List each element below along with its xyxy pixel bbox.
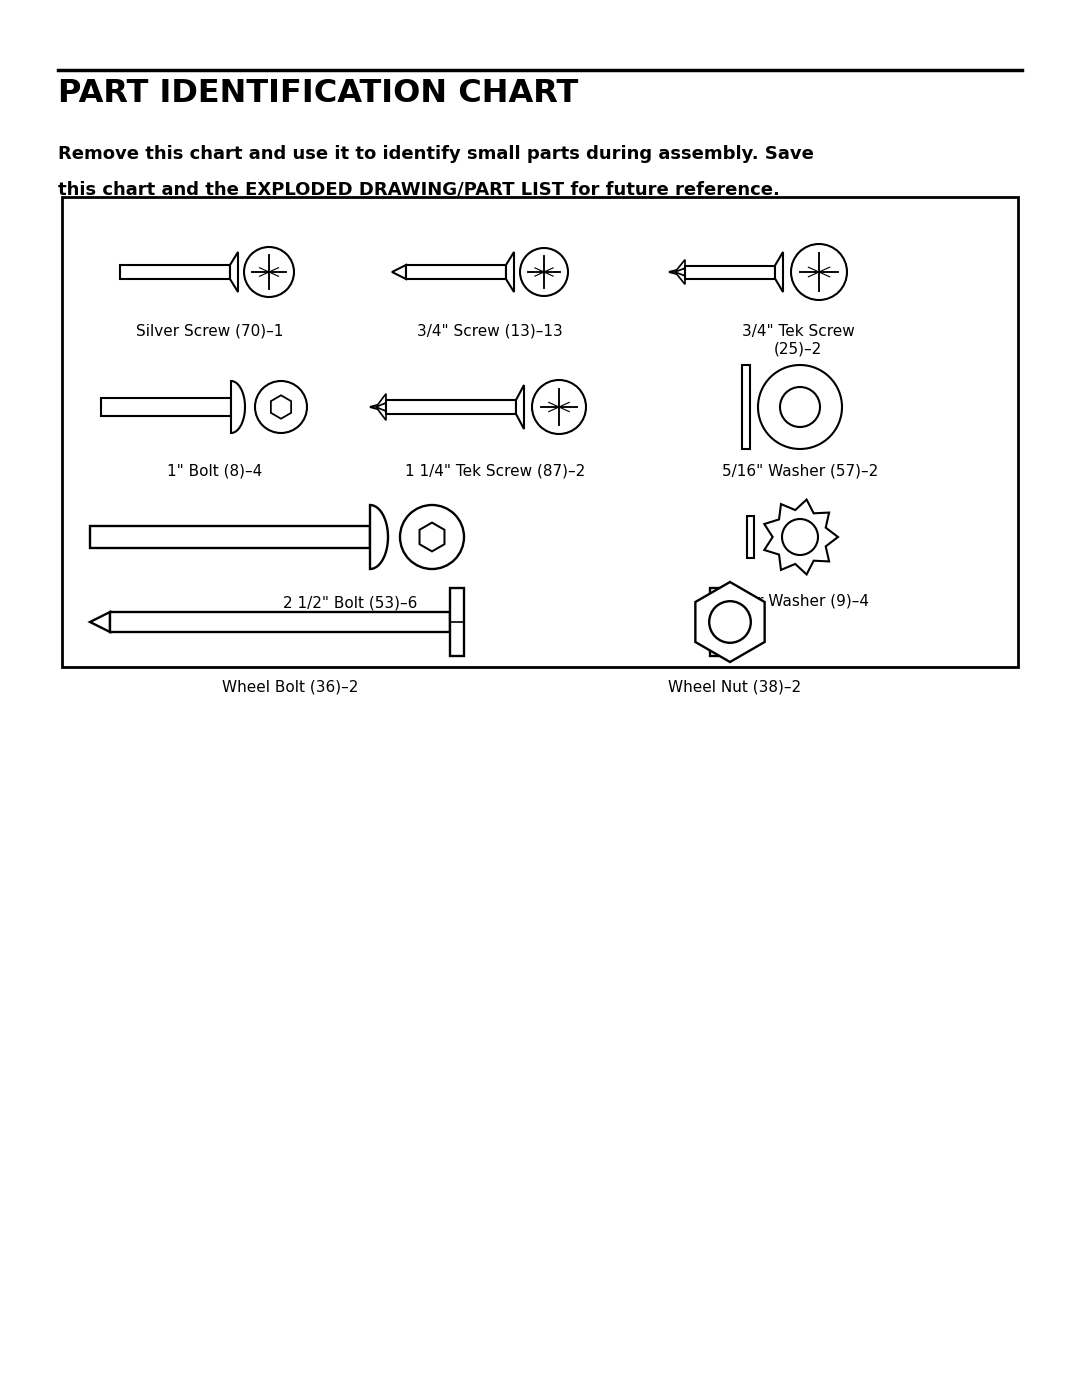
Polygon shape [675, 272, 685, 285]
Circle shape [780, 387, 820, 427]
Bar [710, 588, 724, 657]
Circle shape [255, 381, 307, 433]
Polygon shape [392, 265, 406, 279]
Bar [742, 365, 750, 448]
Circle shape [244, 247, 294, 298]
Bar [406, 265, 507, 279]
Bar [90, 527, 370, 548]
Polygon shape [376, 394, 386, 407]
Circle shape [532, 380, 586, 434]
Circle shape [400, 504, 464, 569]
Bar [102, 398, 231, 416]
Bar [120, 265, 230, 279]
Polygon shape [271, 395, 292, 419]
Polygon shape [669, 268, 685, 275]
Polygon shape [775, 251, 783, 292]
Polygon shape [230, 251, 238, 292]
Text: 5/16" Washer (57)–2: 5/16" Washer (57)–2 [721, 464, 878, 479]
Polygon shape [696, 583, 765, 662]
Circle shape [710, 601, 751, 643]
Polygon shape [370, 504, 388, 569]
Text: 3/4" Screw (13)–13: 3/4" Screw (13)–13 [417, 324, 563, 339]
Text: this chart and the EXPLODED DRAWING/PART LIST for future reference.: this chart and the EXPLODED DRAWING/PART… [58, 180, 780, 198]
Polygon shape [376, 407, 386, 420]
Bar [685, 265, 775, 278]
Text: 1" Bolt (8)–4: 1" Bolt (8)–4 [167, 464, 262, 479]
Polygon shape [419, 522, 445, 552]
Text: PART IDENTIFICATION CHART: PART IDENTIFICATION CHART [58, 78, 578, 109]
Polygon shape [765, 500, 838, 574]
Circle shape [758, 365, 842, 448]
Bar [110, 612, 450, 631]
Polygon shape [90, 612, 110, 631]
Text: 3/4" Tek Screw
(25)–2: 3/4" Tek Screw (25)–2 [742, 324, 854, 356]
Polygon shape [507, 251, 514, 292]
Polygon shape [231, 381, 245, 433]
Text: 2 1/2" Bolt (53)–6: 2 1/2" Bolt (53)–6 [283, 595, 417, 610]
Bar [450, 588, 464, 657]
Text: Wheel Bolt (36)–2: Wheel Bolt (36)–2 [221, 679, 359, 694]
Circle shape [782, 520, 818, 555]
Polygon shape [675, 260, 685, 272]
Polygon shape [370, 402, 386, 411]
Circle shape [519, 249, 568, 296]
Text: Wheel Nut (38)–2: Wheel Nut (38)–2 [669, 679, 801, 694]
Text: Star Washer (9)–4: Star Washer (9)–4 [731, 594, 868, 609]
Bar [386, 400, 516, 414]
Text: Silver Screw (70)–1: Silver Screw (70)–1 [136, 324, 284, 339]
Text: 1 1/4" Tek Screw (87)–2: 1 1/4" Tek Screw (87)–2 [405, 464, 585, 479]
Bar [747, 515, 754, 557]
Polygon shape [516, 386, 524, 429]
Text: Remove this chart and use it to identify small parts during assembly. Save: Remove this chart and use it to identify… [58, 145, 814, 163]
Bar [62, 197, 1018, 666]
Circle shape [791, 244, 847, 300]
